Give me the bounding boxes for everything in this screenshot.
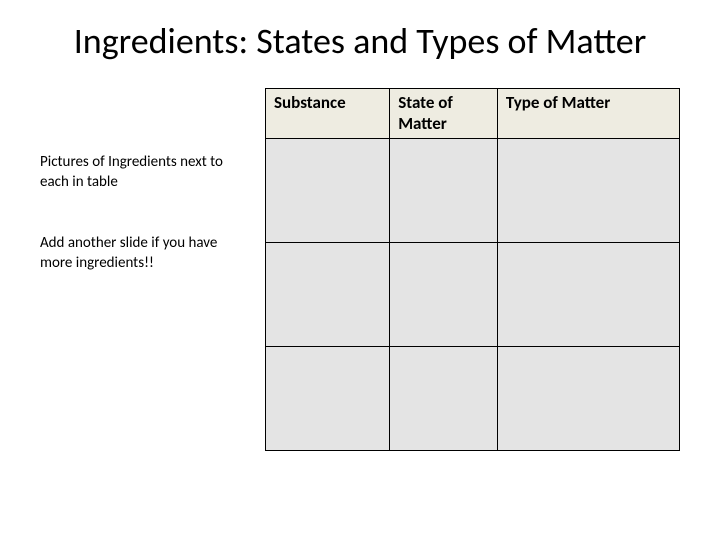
cell-substance-3 — [266, 346, 390, 450]
cell-substance-1 — [266, 138, 390, 242]
cell-state-1 — [390, 138, 498, 242]
cell-type-2 — [497, 242, 679, 346]
note-add-slide: Add another slide if you have more ingre… — [40, 234, 245, 273]
cell-substance-2 — [266, 242, 390, 346]
table-row — [266, 346, 680, 450]
content-area: Pictures of Ingredients next to each in … — [0, 88, 720, 451]
column-header-substance: Substance — [266, 89, 390, 139]
table-row — [266, 138, 680, 242]
column-header-type: Type of Matter — [497, 89, 679, 139]
column-header-state: State of Matter — [390, 89, 498, 139]
table-header-row: Substance State of Matter Type of Matter — [266, 89, 680, 139]
side-notes: Pictures of Ingredients next to each in … — [40, 88, 265, 451]
page-title: Ingredients: States and Types of Matter — [0, 20, 720, 63]
slide: Ingredients: States and Types of Matter … — [0, 0, 720, 540]
cell-state-2 — [390, 242, 498, 346]
table-container: Substance State of Matter Type of Matter — [265, 88, 680, 451]
cell-type-3 — [497, 346, 679, 450]
note-pictures: Pictures of Ingredients next to each in … — [40, 153, 245, 192]
table-row — [266, 242, 680, 346]
cell-state-3 — [390, 346, 498, 450]
cell-type-1 — [497, 138, 679, 242]
ingredients-table: Substance State of Matter Type of Matter — [265, 88, 680, 451]
